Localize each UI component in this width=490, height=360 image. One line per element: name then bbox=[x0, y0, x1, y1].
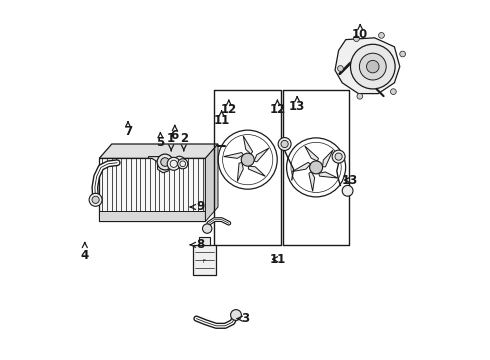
Text: F: F bbox=[203, 259, 206, 264]
Text: 11: 11 bbox=[214, 111, 230, 127]
Circle shape bbox=[173, 156, 185, 168]
Polygon shape bbox=[193, 245, 216, 275]
Circle shape bbox=[332, 150, 345, 163]
Polygon shape bbox=[224, 153, 244, 158]
Polygon shape bbox=[335, 38, 400, 94]
Text: 13: 13 bbox=[341, 174, 358, 186]
Circle shape bbox=[167, 157, 180, 170]
Circle shape bbox=[92, 196, 99, 203]
Circle shape bbox=[281, 140, 288, 148]
Circle shape bbox=[379, 32, 384, 38]
Polygon shape bbox=[99, 211, 205, 221]
Circle shape bbox=[278, 138, 291, 150]
Text: 10: 10 bbox=[352, 24, 368, 41]
Polygon shape bbox=[205, 144, 218, 221]
Circle shape bbox=[161, 158, 170, 166]
Polygon shape bbox=[148, 157, 169, 173]
Text: 9: 9 bbox=[190, 201, 204, 213]
Polygon shape bbox=[305, 146, 318, 161]
Circle shape bbox=[178, 159, 188, 169]
Circle shape bbox=[202, 224, 212, 233]
Polygon shape bbox=[292, 162, 311, 171]
Polygon shape bbox=[99, 144, 218, 158]
Circle shape bbox=[335, 153, 342, 160]
Circle shape bbox=[157, 154, 173, 170]
Circle shape bbox=[89, 193, 102, 206]
Circle shape bbox=[400, 51, 406, 57]
Text: 8: 8 bbox=[190, 238, 204, 251]
Text: 1: 1 bbox=[167, 132, 175, 151]
Text: 13: 13 bbox=[289, 96, 305, 113]
Polygon shape bbox=[198, 237, 210, 245]
Text: 5: 5 bbox=[156, 132, 165, 149]
Circle shape bbox=[338, 66, 343, 71]
Circle shape bbox=[391, 89, 396, 95]
Circle shape bbox=[241, 153, 254, 166]
Circle shape bbox=[310, 161, 322, 174]
Text: 2: 2 bbox=[180, 132, 188, 151]
Text: 11: 11 bbox=[270, 253, 286, 266]
Text: 12: 12 bbox=[270, 100, 286, 116]
Text: 3: 3 bbox=[237, 312, 249, 325]
Circle shape bbox=[231, 310, 242, 320]
Polygon shape bbox=[309, 172, 315, 192]
Polygon shape bbox=[248, 166, 265, 176]
Polygon shape bbox=[237, 162, 243, 181]
Polygon shape bbox=[322, 150, 333, 167]
Polygon shape bbox=[99, 158, 205, 221]
Text: 12: 12 bbox=[220, 100, 237, 116]
Polygon shape bbox=[318, 172, 338, 178]
Circle shape bbox=[354, 36, 359, 41]
Circle shape bbox=[359, 53, 386, 80]
Circle shape bbox=[350, 44, 395, 89]
Polygon shape bbox=[243, 136, 253, 154]
Text: 6: 6 bbox=[171, 125, 179, 141]
Text: 7: 7 bbox=[124, 122, 132, 138]
Circle shape bbox=[342, 185, 353, 196]
Circle shape bbox=[367, 60, 379, 73]
Circle shape bbox=[357, 93, 363, 99]
Text: 4: 4 bbox=[81, 243, 89, 262]
Polygon shape bbox=[254, 148, 269, 162]
